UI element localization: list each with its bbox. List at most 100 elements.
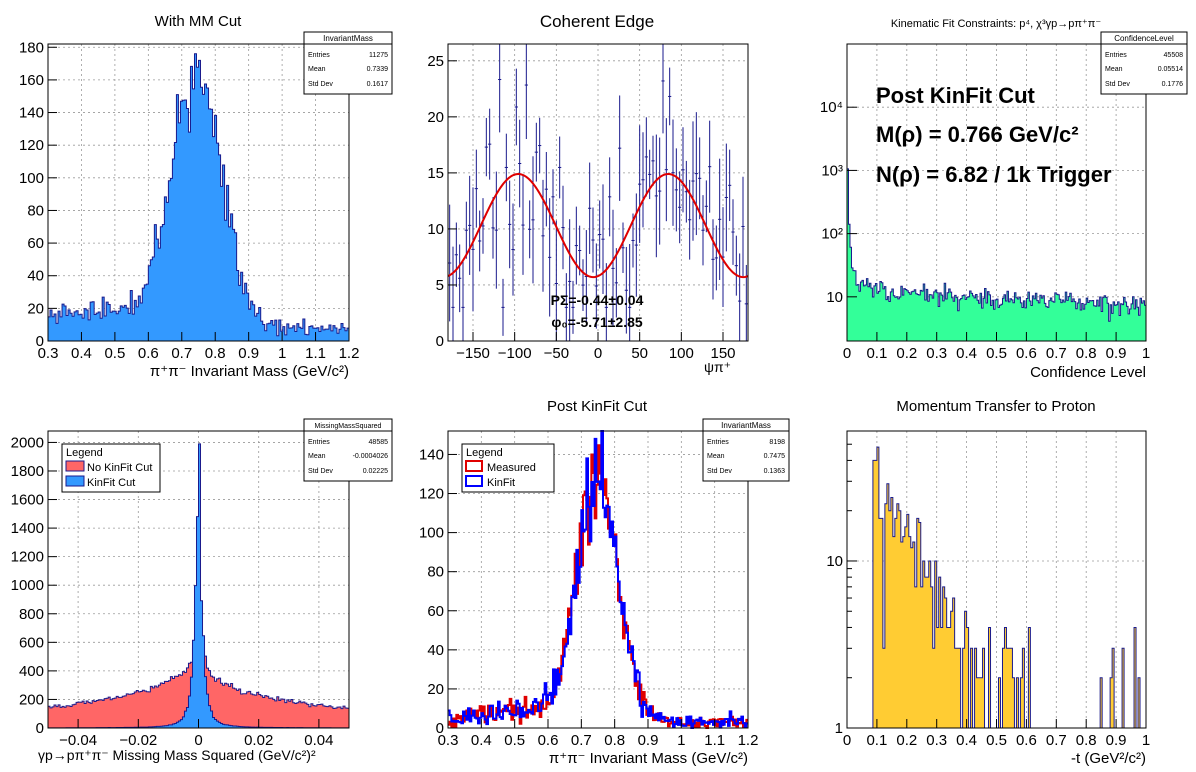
tick-label-y: 40 <box>27 268 44 285</box>
panel5-legend-title: Legend <box>466 447 503 459</box>
tick-label-x: 0.2 <box>896 345 917 362</box>
tick-label-x: 0.9 <box>638 732 659 749</box>
tick-label-y: 1000 <box>11 577 44 594</box>
panel5-stats-label: Mean <box>707 453 725 460</box>
tick-label-y: 1200 <box>11 549 44 566</box>
tick-label-y: 10 <box>826 553 843 570</box>
panel1-frame <box>47 43 350 342</box>
tick-label-x: 0.3 <box>926 345 947 362</box>
panel2-fit-phi: φ₀=-5.71±2.85 <box>551 314 643 330</box>
tick-label-y: 10² <box>821 226 843 243</box>
panel4-stats-label: Entries <box>308 439 330 446</box>
panel5-stats-value: 8198 <box>769 439 785 446</box>
tick-label-x: 0.7 <box>571 732 592 749</box>
panel6-xlabel: -t (GeV²/c²) <box>1071 750 1146 767</box>
panel4-legend: Legend No KinFit Cut KinFit Cut <box>61 443 161 493</box>
tick-label-x: 0.3 <box>438 732 459 749</box>
panel1-stats-label: Std Dev <box>308 81 333 88</box>
panel3-stats-box: ConfidenceLevel Entries 45508 Mean 0.055… <box>1100 31 1188 95</box>
tick-label-x: 0.5 <box>104 345 125 362</box>
panel5-legend-swatch <box>465 475 483 487</box>
tick-label-x: 0.4 <box>71 345 92 362</box>
tick-label-x: 0.8 <box>1076 345 1097 362</box>
fit-curve <box>447 173 749 279</box>
tick-label-y: 100 <box>419 525 444 542</box>
tick-label-y: 60 <box>427 603 444 620</box>
tick-label-y: 100 <box>19 170 44 187</box>
panel5-lines <box>448 430 748 729</box>
panel5-stats-name: InvariantMass <box>721 421 771 430</box>
panel4-stats-box: MissingMassSquared Entries 48585 Mean -0… <box>303 418 393 482</box>
tick-label-x: 0 <box>843 345 851 362</box>
tick-label-x: −0.02 <box>119 732 157 749</box>
tick-label-x: 50 <box>631 345 648 362</box>
panel4-stats-value: 48585 <box>369 439 389 446</box>
tick-label-x: 0.3 <box>38 345 59 362</box>
panel3-stats-label: Mean <box>1105 66 1123 73</box>
panel1-stats-value: 0.1617 <box>367 81 389 88</box>
panel1-stats-label: Entries <box>308 52 330 59</box>
tick-label-y: 2000 <box>11 434 44 451</box>
tick-label-x: 0.5 <box>986 732 1007 749</box>
panel5-legend: Legend Measured KinFit <box>461 443 555 493</box>
histogram-fill-kinfit <box>48 443 349 728</box>
histogram-outline <box>847 168 1146 322</box>
tick-label-x: 1.1 <box>704 732 725 749</box>
panel-invariant-mass-mm-cut: With MM Cut 0.3 0.4 0.5 0.6 0.7 0.8 0.9 1 1.1 1.2… <box>19 13 393 380</box>
tick-label-y: 120 <box>19 137 44 154</box>
tick-label-x: 1 <box>1142 732 1150 749</box>
panel4-legend-swatch <box>65 475 85 487</box>
tick-label-x: 0.9 <box>1106 732 1127 749</box>
tick-label-y: 10⁴ <box>820 99 843 116</box>
tick-label-x: 0.8 <box>1076 732 1097 749</box>
panel6-title: Momentum Transfer to Proton <box>896 398 1095 415</box>
panel4-stats-value: -0.0004026 <box>353 453 389 460</box>
panel-coherent-edge: Coherent Edge −150 −100 −50 0 50 100 150 0 5 10 15… <box>427 12 749 375</box>
tick-label-y: 60 <box>27 235 44 252</box>
tick-label-y: 200 <box>19 691 44 708</box>
panel1-stats-name: InvariantMass <box>323 34 373 43</box>
panel-post-kinfit-mass: Post KinFit Cut 0.3 0.4 0.5 0.6 0.7 0.8 0.9 1 1.… <box>419 398 790 767</box>
panel5-frame <box>447 430 749 729</box>
tick-label-x: 0.2 <box>896 732 917 749</box>
tick-label-y: 160 <box>19 72 44 89</box>
tick-label-x: 0.4 <box>471 732 492 749</box>
tick-label-x: −150 <box>456 345 490 362</box>
panel3-axes: 0 0.1 0.2 0.3 0.4 0.5 0.6 0.7 0.8 0.9 1 10 10² 10³ 10⁴ <box>820 99 1150 362</box>
tick-label-y: 25 <box>427 53 444 70</box>
tick-label-x: 0.5 <box>986 345 1007 362</box>
tick-label-y: 1 <box>835 720 843 737</box>
tick-label-y: 1400 <box>11 520 44 537</box>
panel4-legend-label: KinFit Cut <box>87 477 135 489</box>
panel4-legend-label: No KinFit Cut <box>87 462 152 474</box>
panel4-xlabel: γp→pπ⁺π⁻ Missing Mass Squared (GeV/c²)² <box>38 747 316 763</box>
tick-label-y: 10³ <box>821 162 843 179</box>
panel1-stats-box: InvariantMass Entries 11275 Mean 0.7339 … <box>303 31 393 95</box>
tick-label-y: 600 <box>19 634 44 651</box>
tick-label-x: 0.6 <box>138 345 159 362</box>
panel1-histogram <box>48 53 349 342</box>
tick-label-x: 0.6 <box>1016 732 1037 749</box>
panel5-stats-box: InvariantMass Entries 8198 Mean 0.7475 S… <box>702 418 790 482</box>
line-series-kinfit <box>448 430 748 729</box>
tick-label-y: 0 <box>436 720 444 737</box>
tick-label-x: 0.1 <box>866 345 887 362</box>
panel4-stats-label: Mean <box>308 453 326 460</box>
tick-label-x: 0.8 <box>604 732 625 749</box>
panel3-stats-label: Std Dev <box>1105 81 1130 88</box>
tick-label-y: 40 <box>427 642 444 659</box>
panel4-stats-value: 0.02225 <box>363 468 388 475</box>
tick-label-x: 0.4 <box>956 732 977 749</box>
panel5-xlabel: π⁺π⁻ Invariant Mass (GeV/c²) <box>549 750 748 767</box>
tick-label-y: 20 <box>427 109 444 126</box>
tick-label-y: 10 <box>826 289 843 306</box>
panel4-axes: −0.04 −0.02 0 0.02 0.04 0 200 400 600 800 1000 1200… <box>11 434 334 749</box>
tick-label-y: 20 <box>427 681 444 698</box>
panel-momentum-transfer: Momentum Transfer to Proton 0 0.1 0.2 0.3 0.… <box>826 398 1150 767</box>
panel3-stats-value: 0.05514 <box>1158 66 1183 73</box>
panel1-title: With MM Cut <box>155 13 243 30</box>
tick-label-y: 0 <box>436 333 444 350</box>
panel5-title: Post KinFit Cut <box>547 398 648 415</box>
panel5-stats-label: Std Dev <box>707 468 732 475</box>
